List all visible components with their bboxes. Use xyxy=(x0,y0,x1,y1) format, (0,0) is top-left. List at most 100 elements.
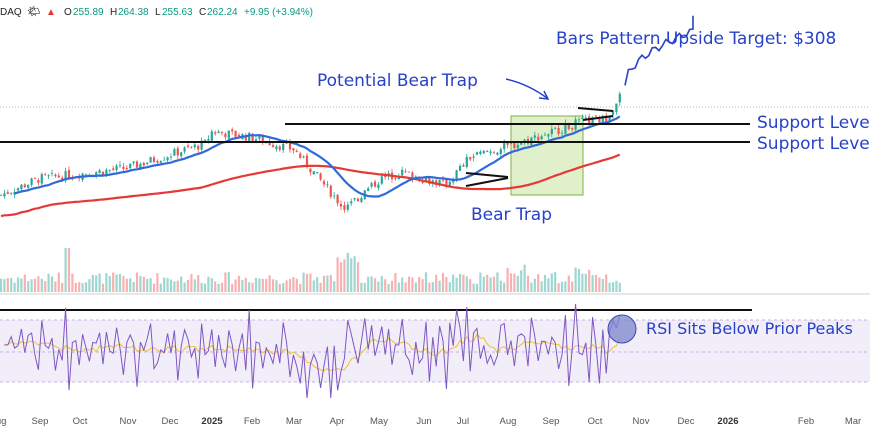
candle-body xyxy=(346,204,349,210)
volume-bar xyxy=(316,277,319,292)
volume-bar xyxy=(84,282,88,292)
volume-bar xyxy=(506,267,509,292)
x-tick-label: Sep xyxy=(32,416,49,427)
volume-bar xyxy=(503,282,506,292)
volume-bar xyxy=(407,276,411,292)
volume-bar xyxy=(516,275,519,292)
candle-body xyxy=(373,181,377,187)
volume-bar xyxy=(601,278,604,292)
volume-bar xyxy=(336,257,339,292)
volume-bar xyxy=(27,281,30,292)
volume-bar xyxy=(448,282,451,292)
volume-bar xyxy=(346,252,349,292)
x-axis: Aug Sep Oct Nov Dec 2025 Feb Mar Apr May Jun Jul Aug… xyxy=(0,416,861,427)
candle-body xyxy=(394,177,397,179)
volume-bar xyxy=(350,258,353,292)
volume-bar xyxy=(190,274,193,292)
volume-bar xyxy=(424,272,428,292)
candle-body xyxy=(353,198,356,200)
candle-body xyxy=(169,156,173,158)
volume-bar xyxy=(411,277,414,292)
candle-body xyxy=(112,168,115,170)
candle-body xyxy=(472,156,475,158)
consolidation-box xyxy=(510,115,584,196)
candle-body xyxy=(441,179,445,181)
volume-bar xyxy=(210,278,213,292)
bear-trap-annotation: Bear Trap xyxy=(471,205,552,225)
volume-bar xyxy=(186,279,190,292)
x-tick-label: Nov xyxy=(633,416,650,427)
candle-body xyxy=(50,172,54,174)
x-tick-label: Nov xyxy=(120,416,137,427)
volume-bar xyxy=(251,282,254,292)
volume-bar xyxy=(445,277,448,292)
candle-body xyxy=(33,177,37,179)
volume-bar xyxy=(588,269,591,292)
volume-bar xyxy=(397,282,400,292)
volume-bar xyxy=(550,273,553,292)
candle-body xyxy=(401,169,404,176)
projected-price-path xyxy=(624,15,694,86)
volume-bar xyxy=(47,273,50,292)
volume-bars xyxy=(0,248,621,292)
volume-bar xyxy=(50,276,54,292)
candle-body xyxy=(469,157,472,160)
candle-body xyxy=(278,146,281,150)
candle-body xyxy=(377,184,380,189)
upside-target-annotation: Bars Pattern Upside Target: $308 xyxy=(556,29,836,49)
candle-body xyxy=(397,176,400,180)
volume-bar xyxy=(356,262,360,292)
close-value: 262.24 xyxy=(207,7,238,18)
volume-bar xyxy=(326,275,329,292)
volume-bar xyxy=(554,272,557,292)
candle-body xyxy=(564,122,567,134)
candle-body xyxy=(84,174,88,176)
x-tick-label: Sep xyxy=(543,416,560,427)
candle-body xyxy=(132,161,135,164)
candle-body xyxy=(380,176,383,184)
volume-bar xyxy=(465,276,468,292)
annotation-arrow-line xyxy=(505,78,548,99)
volume-bar xyxy=(33,278,37,292)
volume-bar xyxy=(40,278,43,292)
volume-bar xyxy=(462,274,465,292)
volume-bar xyxy=(343,259,346,292)
candle-body xyxy=(203,139,207,142)
candle-body xyxy=(237,134,241,138)
volume-bar xyxy=(540,281,543,292)
candle-body xyxy=(316,172,319,174)
volume-bar xyxy=(567,275,570,292)
volume-bar xyxy=(95,275,98,292)
x-tick-label: Oct xyxy=(73,416,88,427)
volume-bar xyxy=(312,280,315,292)
rsi-line xyxy=(4,303,621,399)
candle-body xyxy=(47,175,50,177)
volume-bar xyxy=(564,281,567,292)
candle-body xyxy=(101,171,105,175)
volume-bar xyxy=(530,282,533,292)
volume-bar xyxy=(23,274,26,292)
volume-bar xyxy=(537,274,540,292)
x-tick-label: Oct xyxy=(588,416,603,427)
candle-body xyxy=(533,135,536,138)
candle-body xyxy=(411,172,414,180)
volume-bar xyxy=(598,277,601,292)
flag-wedge-bottom xyxy=(582,115,614,121)
candle-body xyxy=(37,179,40,183)
volume-bar xyxy=(203,283,207,292)
candle-body xyxy=(254,139,258,142)
volume-bar xyxy=(159,283,162,292)
volume-bar xyxy=(377,281,380,292)
volume-bar xyxy=(115,274,118,292)
candle-body xyxy=(475,152,479,155)
candle-body xyxy=(275,146,278,150)
candle-body xyxy=(384,175,387,178)
candle-body xyxy=(577,119,581,121)
candle-body xyxy=(492,152,496,154)
volume-bar xyxy=(142,276,145,292)
candle-body xyxy=(438,180,441,185)
candle-body xyxy=(299,153,302,158)
candle-body xyxy=(465,156,468,167)
candle-body xyxy=(30,178,33,185)
